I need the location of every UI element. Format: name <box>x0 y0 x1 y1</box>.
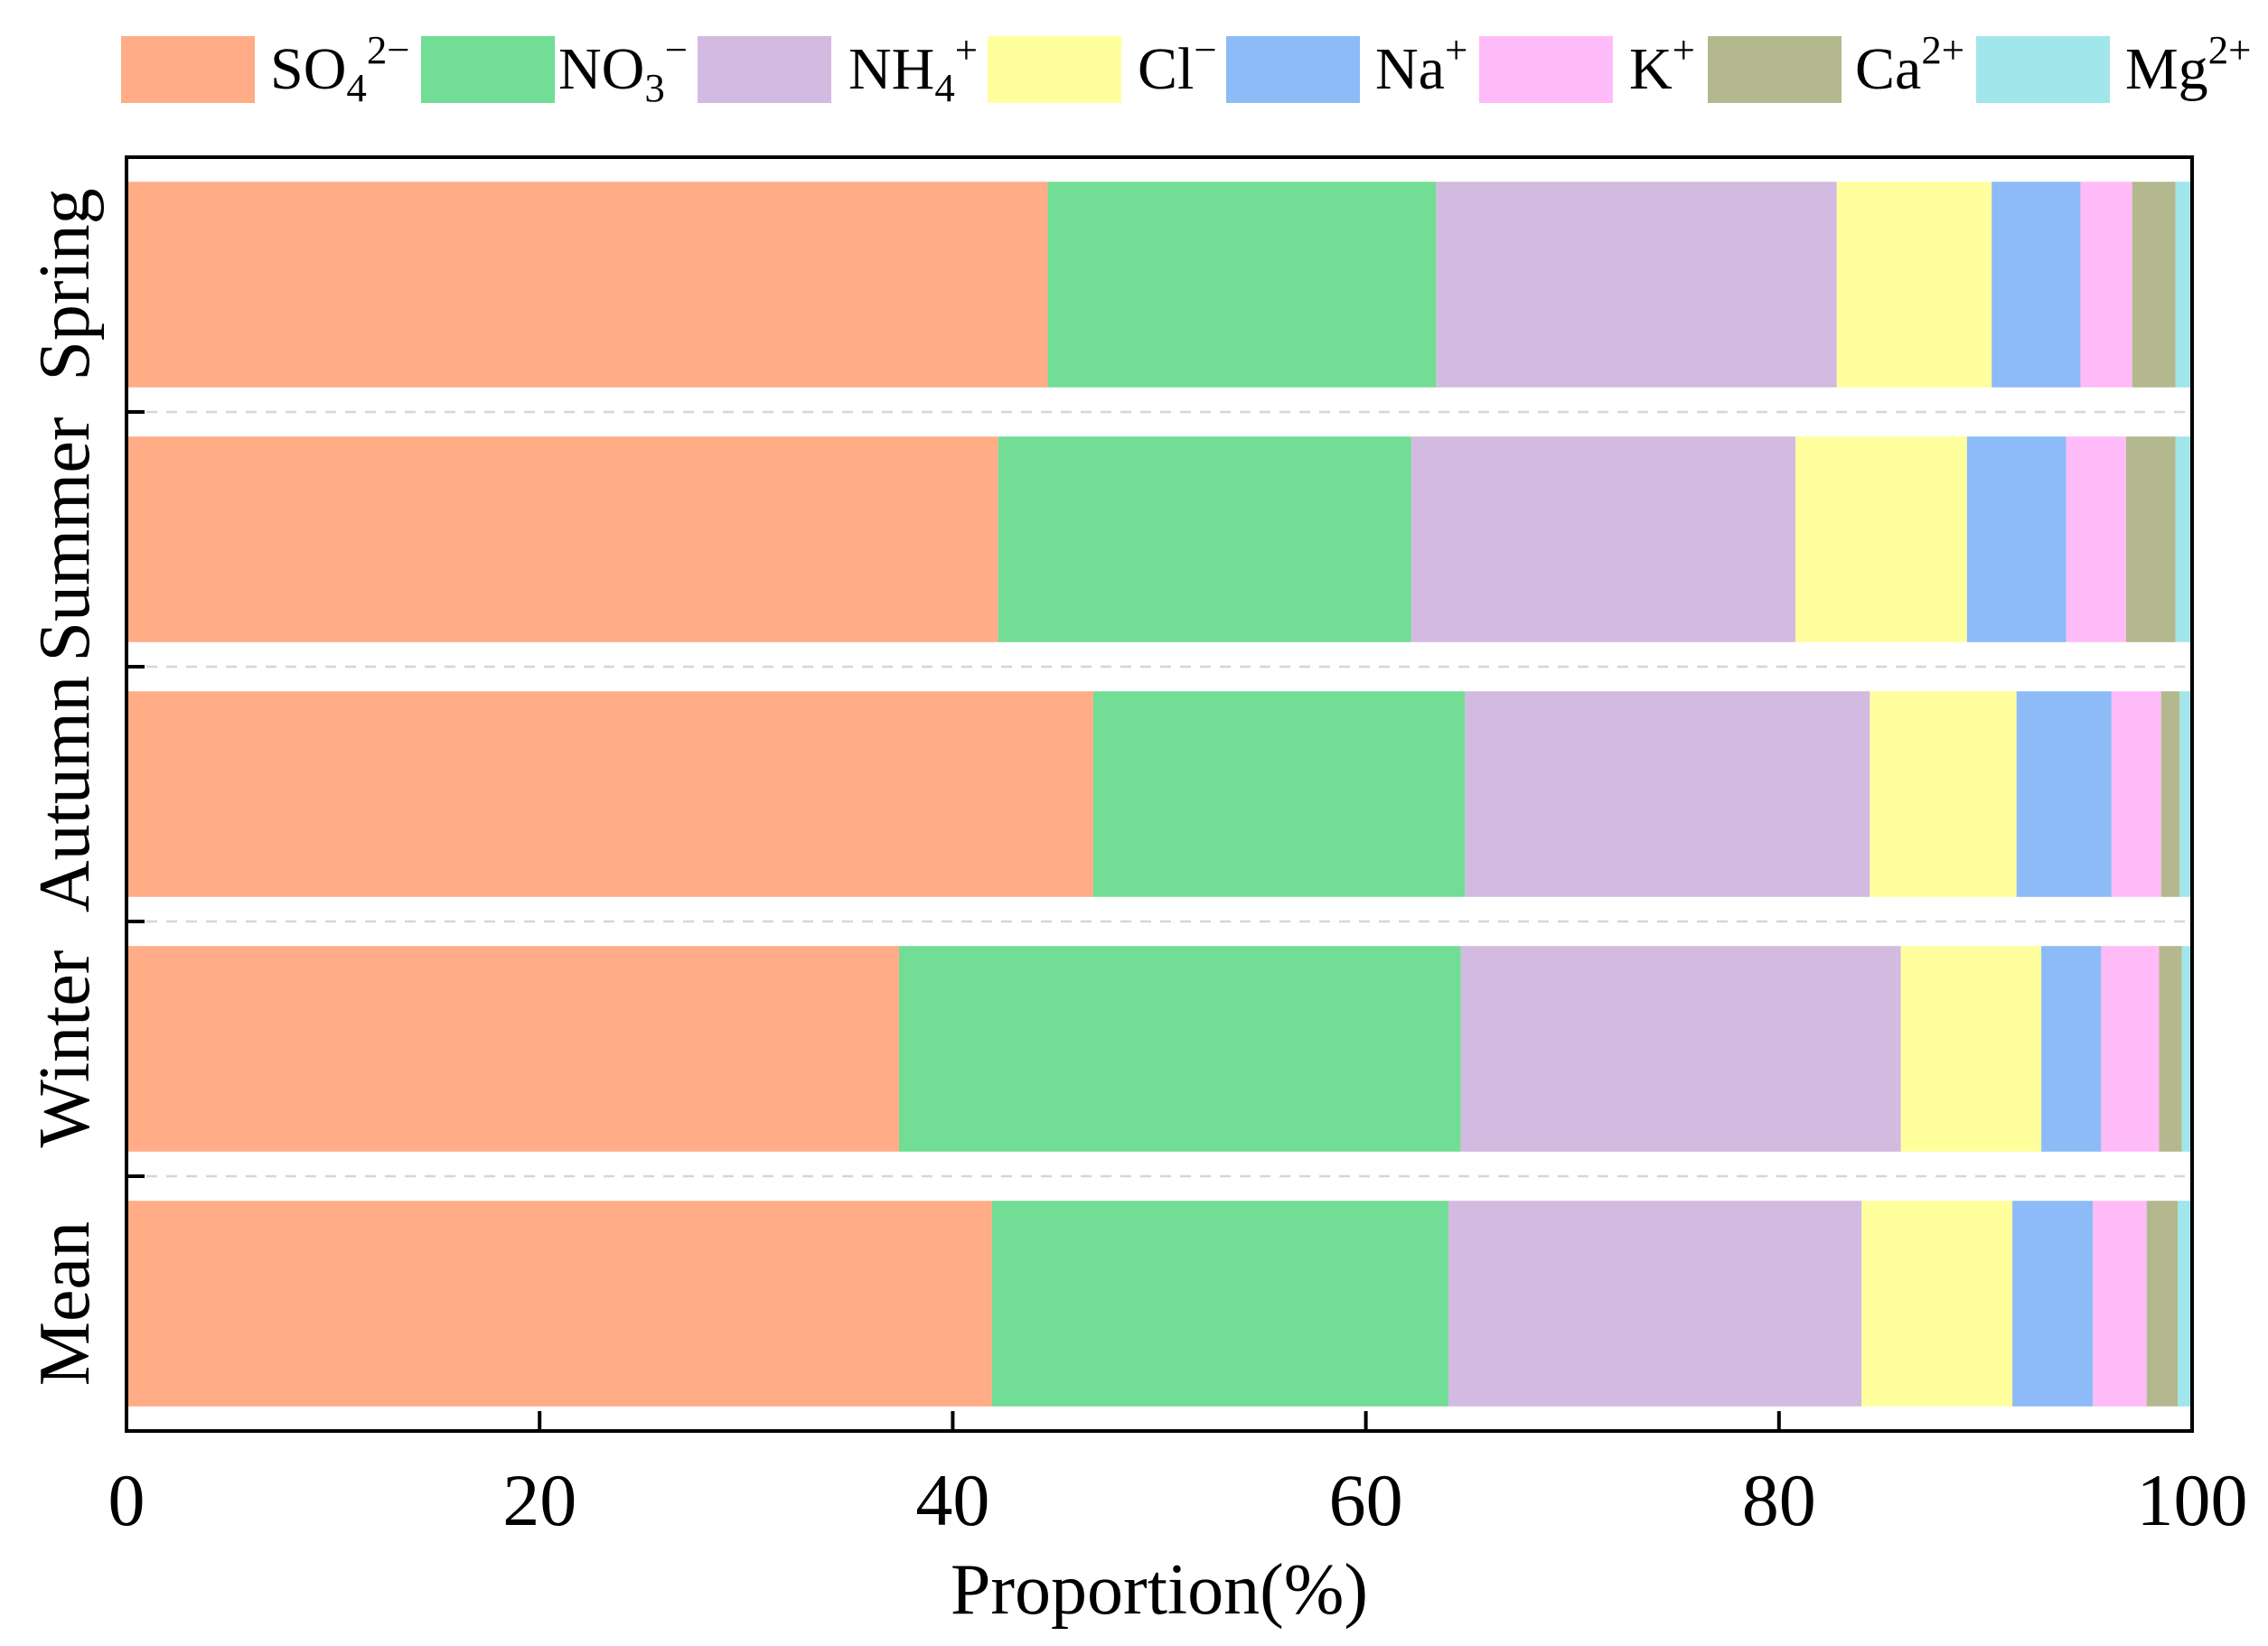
bar-segment-autumn-na <box>2016 691 2112 897</box>
bar-segment-spring-nh4 <box>1436 182 1837 388</box>
bar-segment-spring-k <box>2080 182 2132 388</box>
x-tick-label: 80 <box>1742 1459 1816 1541</box>
bar-segment-spring-no3 <box>1047 182 1437 388</box>
bar-segment-summer-so4 <box>127 436 998 642</box>
bar-segment-summer-na <box>1966 436 2067 642</box>
bar-segment-mean-no3 <box>991 1201 1449 1407</box>
bar-segment-winter-cl <box>1900 946 2042 1152</box>
bar-segment-mean-na <box>2012 1201 2094 1407</box>
bar-segment-autumn-nh4 <box>1465 691 1870 897</box>
bar-segment-mean-nh4 <box>1448 1201 1862 1407</box>
plot-frame <box>125 155 2194 1433</box>
axes <box>125 155 2194 1433</box>
bar-segment-spring-cl <box>1836 182 1992 388</box>
legend-label-base: Mg <box>2125 36 2208 102</box>
legend-label-subscript: 4 <box>346 65 367 111</box>
category-label-summer: Summer <box>25 416 105 661</box>
bar-segment-summer-mg <box>2175 436 2192 642</box>
bar-segment-summer-cl <box>1795 436 1967 642</box>
legend-label-cl: Cl− <box>1138 30 1217 99</box>
bar-segment-mean-mg <box>2177 1201 2192 1407</box>
category-label-mean: Mean <box>25 1221 105 1386</box>
category-separators <box>127 410 2192 1178</box>
bar-segment-winter-no3 <box>898 946 1461 1152</box>
bar-segment-spring-ca <box>2132 182 2176 388</box>
bar-segment-autumn-cl <box>1870 691 2017 897</box>
x-tick-label: 0 <box>108 1459 145 1541</box>
legend-swatch-nh4 <box>698 36 831 103</box>
bar-segment-summer-no3 <box>998 436 1411 642</box>
bar-segment-mean-cl <box>1861 1201 2013 1407</box>
bar-segment-spring-na <box>1992 182 2081 388</box>
legend-label-subscript: 3 <box>644 65 665 111</box>
legend-label-base: K <box>1629 36 1673 102</box>
legend-swatch-k <box>1479 36 1613 103</box>
bar-segment-summer-nh4 <box>1410 436 1796 642</box>
bar-segment-summer-ca <box>2125 436 2176 642</box>
legend-label-base: Cl <box>1138 36 1195 102</box>
legend-swatch-no3 <box>421 36 555 103</box>
legend-label-superscript: 2+ <box>2207 27 2252 73</box>
category-label-spring: Spring <box>25 188 105 380</box>
x-tick-label: 100 <box>2137 1459 2248 1541</box>
bar-segment-winter-k <box>2101 946 2160 1152</box>
legend: SO42− NO3− NH4+ Cl− Na+ K+ Ca2+ Mg2+ <box>0 0 2268 117</box>
bar-segment-winter-so4 <box>127 946 899 1152</box>
legend-label-superscript: − <box>1194 27 1217 73</box>
legend-label-base: Ca <box>1855 36 1922 102</box>
legend-label-superscript: + <box>1672 27 1695 73</box>
legend-label-superscript: 2+ <box>1921 27 1965 73</box>
axis-labels: 0 20 40 60 80 100 Spring Summer Autumn Winter Mean… <box>25 188 2248 1630</box>
legend-label-superscript: + <box>1444 27 1468 73</box>
bar-segment-winter-na <box>2041 946 2102 1152</box>
legend-label-mg: Mg2+ <box>2125 30 2251 99</box>
legend-label-so4: SO42− <box>270 30 410 108</box>
bar-segment-autumn-ca <box>2160 691 2180 897</box>
x-tick-label: 20 <box>502 1459 576 1541</box>
legend-swatch-mg <box>1976 36 2110 103</box>
legend-label-subscript: 4 <box>934 65 955 111</box>
legend-label-base: NH <box>848 36 935 102</box>
bar-segment-summer-k <box>2066 436 2126 642</box>
legend-label-superscript: − <box>664 27 689 73</box>
legend-label-superscript: + <box>954 27 979 73</box>
category-label-autumn: Autumn <box>25 676 105 912</box>
legend-swatch-na <box>1226 36 1360 103</box>
bar-segment-autumn-k <box>2111 691 2161 897</box>
legend-label-superscript: 2− <box>366 27 410 73</box>
category-label-winter: Winter <box>25 950 105 1148</box>
legend-label-base: NO <box>558 36 645 102</box>
legend-swatch-ca <box>1708 36 1842 103</box>
bar-segment-autumn-no3 <box>1092 691 1466 897</box>
bar-segment-mean-so4 <box>127 1201 992 1407</box>
legend-swatch-cl <box>988 36 1121 103</box>
x-tick-label: 40 <box>915 1459 989 1541</box>
bar-segment-winter-ca <box>2159 946 2182 1152</box>
legend-label-nh4: NH4+ <box>848 30 978 108</box>
legend-label-na: Na+ <box>1375 30 1467 99</box>
x-axis-title: Proportion(%) <box>951 1550 1368 1630</box>
legend-label-base: Na <box>1375 36 1445 102</box>
legend-label-ca: Ca2+ <box>1855 30 1964 99</box>
x-tick-label: 60 <box>1329 1459 1403 1541</box>
bar-segment-winter-nh4 <box>1460 946 1901 1152</box>
legend-label-k: K+ <box>1629 30 1695 99</box>
bar-segment-mean-k <box>2093 1201 2147 1407</box>
legend-label-base: SO <box>270 36 347 102</box>
bar-segment-winter-mg <box>2181 946 2192 1152</box>
bar-segment-autumn-mg <box>2179 691 2192 897</box>
bar-segment-autumn-so4 <box>127 691 1093 897</box>
legend-swatch-so4 <box>121 36 255 103</box>
bar-segments <box>127 182 2192 1407</box>
bar-segment-mean-ca <box>2146 1201 2178 1407</box>
legend-label-no3: NO3− <box>558 30 688 108</box>
bar-segment-spring-mg <box>2175 182 2192 388</box>
bar-segment-spring-so4 <box>127 182 1048 388</box>
